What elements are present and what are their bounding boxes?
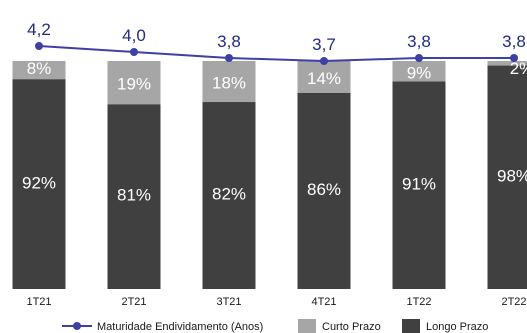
x-axis-tick-labels: 1T21 2T21 3T21 4T21 1T22 2T22 [26,296,526,308]
maturity-value-label: 3,8 [407,32,431,51]
maturity-value-label: 3,8 [502,32,526,51]
bar-longo-prazo [487,65,527,289]
bar-curto-prazo [487,61,527,66]
data-label-curto-prazo: 9% [407,63,432,82]
data-label-curto-prazo: 18% [212,74,246,93]
data-label-curto-prazo: 14% [307,69,341,88]
maturity-point [510,54,518,62]
x-tick-label: 3T21 [216,296,241,308]
data-label-curto-prazo: 19% [117,75,151,94]
x-tick-label: 4T21 [311,296,336,308]
bar-curto-prazo [12,61,66,80]
maturity-point [225,54,233,62]
stacked-bars [12,61,527,290]
legend-label-maturity: Maturidade Endividamento (Anos) [97,321,263,333]
data-label-longo-prazo: 92% [22,173,56,192]
bar-curto-prazo [392,61,446,82]
legend: Maturidade Endividamento (Anos) Curto Pr… [62,319,488,333]
bar-longo-prazo [107,104,161,289]
legend-line-marker [73,322,81,330]
data-label-longo-prazo: 82% [212,184,246,203]
maturity-line [38,45,514,63]
maturity-line-layer: 4,2 4,0 3,8 3,7 3,8 3,8 [27,20,526,65]
data-label-longo-prazo: 86% [307,180,341,199]
data-label-curto-prazo: 8% [27,59,52,78]
legend-swatch-longo [402,319,420,333]
maturity-value-label: 3,7 [312,35,336,54]
bar-value-labels: 8% 92% 19% 81% 18% 82% 14% 86% 9% 91% 2% 98% [22,59,527,204]
data-label-curto-prazo: 2% [510,59,527,78]
data-label-longo-prazo: 91% [402,174,436,193]
x-tick-label: 2T22 [501,296,526,308]
legend-swatch-curto [298,319,316,333]
bar-longo-prazo [202,102,256,289]
maturity-point [130,48,138,56]
maturity-value-label: 4,2 [27,20,51,39]
bar-longo-prazo [297,92,351,289]
x-tick-label: 2T21 [121,296,146,308]
bar-curto-prazo [202,61,256,103]
bar-longo-prazo [392,81,446,290]
bar-curto-prazo [107,61,161,105]
data-label-longo-prazo: 81% [117,185,151,204]
x-tick-label: 1T22 [406,296,431,308]
legend-label-curto: Curto Prazo [322,321,381,333]
bar-curto-prazo [297,61,351,93]
bar-longo-prazo [12,79,66,290]
maturity-point [320,57,328,65]
data-label-longo-prazo: 98% [497,167,527,186]
maturity-value-label: 4,0 [122,26,146,45]
maturity-point [415,54,423,62]
x-tick-label: 1T21 [26,296,51,308]
maturity-value-label: 3,8 [217,32,241,51]
legend-label-longo: Longo Prazo [426,321,488,333]
maturity-point [35,42,43,50]
